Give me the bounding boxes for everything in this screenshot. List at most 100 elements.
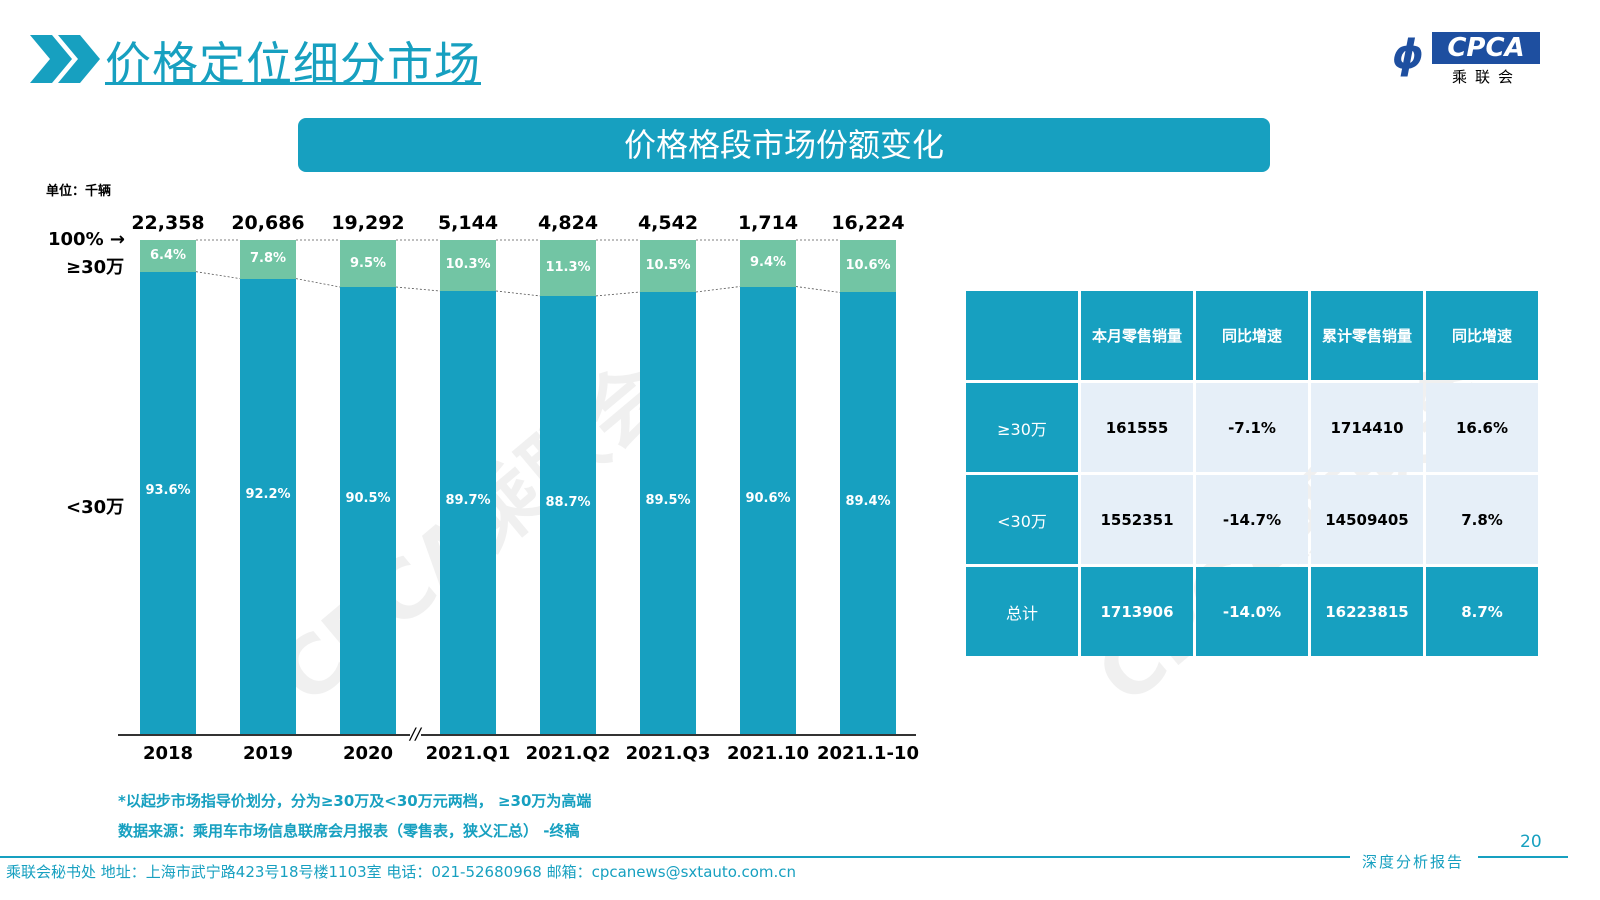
x-tick: 2021.10 [727,743,809,764]
x-axis [118,734,916,736]
connector-line [295,278,341,288]
table-cell: -14.0% [1196,567,1308,656]
note-source: 数据来源：乘用车市场信息联席会月报表（零售表，狭义汇总） -终稿 [118,822,580,840]
axis-break: // [410,724,421,743]
bar-segment-high [640,240,696,292]
table-cell: 1713906 [1081,567,1193,656]
bar-segment-low [840,292,896,735]
bar-total: 22,358 [131,212,205,234]
bar-segment-low [740,286,796,735]
label-high: 10.3% [445,257,491,273]
bar-total: 4,824 [537,212,599,234]
bar-total: 19,292 [331,212,405,234]
label-high: 6.4% [149,247,187,263]
column-header [966,291,1078,380]
connector-line [395,286,441,292]
connector-line [495,290,541,297]
y-marker-100: 100% → [48,229,125,250]
bar-segment-high [240,240,296,279]
bar-segment-high [440,240,496,291]
table-cell: 161555 [1081,383,1193,472]
unit-label: 单位：千辆 [46,184,112,199]
label-low: 92.2% [245,486,291,502]
bar-segment-low [340,287,396,735]
x-tick: 2021.Q3 [625,743,711,764]
x-tick: 2019 [242,743,294,764]
table-row: <30万 1552351 -14.7% 14509405 7.8% [966,475,1538,564]
table-header-row: 本月零售销量 同比增速 累计零售销量 同比增速 [966,291,1538,380]
label-low: 93.6% [145,483,191,499]
label-high: 10.5% [645,257,691,273]
column-header: 同比增速 [1426,291,1538,380]
bar-total: 4,542 [637,212,699,234]
bar-segment-high [840,240,896,293]
bar-segment-high [140,240,196,272]
x-tick: 2018 [142,743,194,764]
bar-segment-high [740,240,796,287]
bar-segment-high [540,240,596,296]
note-classification: *以起步市场指导价划分，分为≥30万及<30万元两档， ≥30万为高端 [118,792,592,810]
table-row: ≥30万 161555 -7.1% 1714410 16.6% [966,383,1538,472]
table-cell: 1552351 [1081,475,1193,564]
logo-text: CPCA [1432,32,1540,64]
bar-segment-high [340,240,396,288]
label-low: 88.7% [545,495,591,511]
bar-total: 1,714 [737,212,799,234]
bar-total: 16,224 [831,212,905,234]
page-title: 价格定位细分市场 [105,37,481,91]
x-tick: 2021.Q1 [425,743,511,764]
label-high: 10.6% [845,258,891,274]
label-high: 7.8% [249,251,287,267]
table-cell: 16223815 [1311,567,1423,656]
bar-total: 5,144 [437,212,499,234]
x-tick: 2020 [342,743,394,764]
label-high: 9.4% [749,255,787,271]
page-number: 20 [1520,832,1542,852]
footer-contact: 乘联会秘书处 地址：上海市武宁路423号18号楼1103室 电话：021-526… [6,863,797,881]
bar-segment-low [440,290,496,735]
bar-segment-low [240,278,296,735]
label-low: 90.6% [745,490,791,506]
table-cell: <30万 [966,475,1078,564]
bar-total: 20,686 [231,212,305,234]
table-cell: 14509405 [1311,475,1423,564]
table-cell: 16.6% [1426,383,1538,472]
table-cell: 8.7% [1426,567,1538,656]
x-tick: 2021.1-10 [817,743,919,764]
table-cell: -7.1% [1196,383,1308,472]
connector-line [595,291,641,297]
label-high: 11.3% [545,259,591,275]
table-cell: 7.8% [1426,475,1538,564]
segment-label-high: ≥30万 [66,257,125,278]
bar-segment-low [640,291,696,735]
footer-line [0,856,1350,858]
cpca-logo: ϕ CPCA 乘联会 [1392,30,1542,86]
footer-report-label: 深度分析报告 [1362,853,1465,871]
label-low: 89.4% [845,493,891,509]
table-cell: 总计 [966,567,1078,656]
section-banner: 价格格段市场份额变化 [298,118,1270,172]
label-low: 89.5% [645,493,691,509]
bar-segment-low [140,271,196,735]
connector-line [795,286,841,293]
bar-segment-low [540,295,596,735]
logo-subtext: 乘联会 [1452,68,1522,86]
column-header: 同比增速 [1196,291,1308,380]
segment-label-low: <30万 [66,497,125,518]
footer-line [1478,856,1568,858]
double-chevron-icon [30,35,100,83]
label-high: 9.5% [349,255,387,271]
logo-emblem-icon: ϕ [1392,32,1424,78]
table-cell: 1714410 [1311,383,1423,472]
label-low: 89.7% [445,492,491,508]
connector-line [195,271,241,280]
sales-table: 本月零售销量 同比增速 累计零售销量 同比增速 ≥30万 161555 -7.1% 17144… [963,288,1541,659]
label-low: 90.5% [345,491,391,506]
table-row: 总计 1713906 -14.0% 16223815 8.7% [966,567,1538,656]
connector-lines [195,239,841,297]
x-tick: 2021.Q2 [525,743,611,764]
table-cell: -14.7% [1196,475,1308,564]
table-cell: ≥30万 [966,383,1078,472]
column-header: 累计零售销量 [1311,291,1423,380]
column-header: 本月零售销量 [1081,291,1193,380]
